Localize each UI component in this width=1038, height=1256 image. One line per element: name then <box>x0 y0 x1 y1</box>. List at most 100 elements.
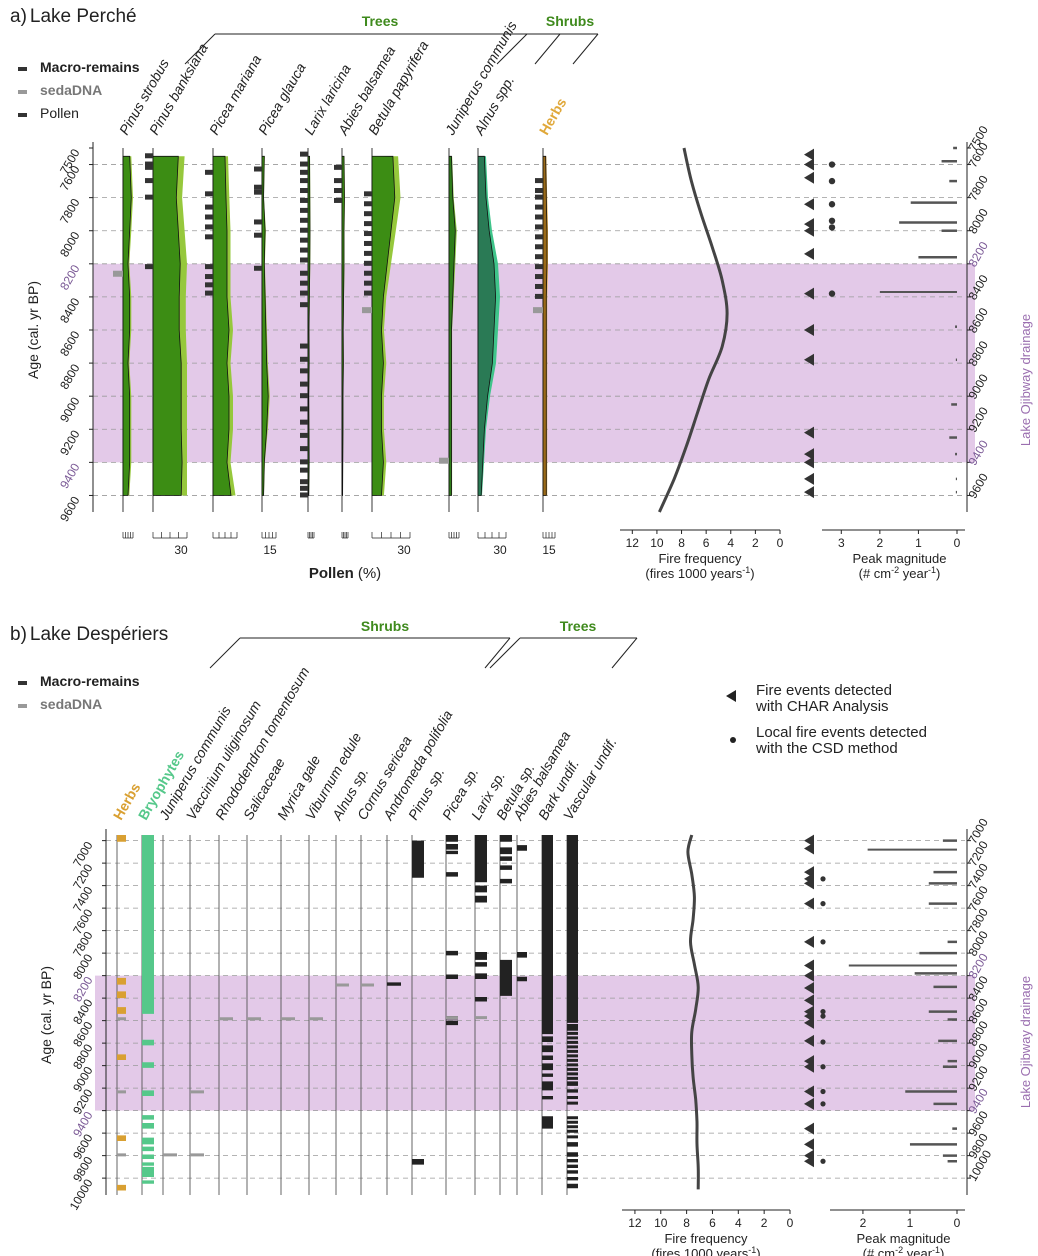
legend-label-macro: Macro-remains <box>40 59 140 75</box>
macro-remain-bar <box>300 479 308 485</box>
legend-swatch-macro <box>18 67 27 71</box>
macro-remain-bar <box>567 1031 578 1035</box>
macro-remain-bar <box>535 244 543 250</box>
legend-csd-dot <box>730 737 736 743</box>
pollen-area <box>122 155 132 496</box>
macro-remain-bar <box>542 1045 553 1053</box>
macro-remain-bar <box>446 1020 458 1026</box>
csd-fire-event-marker <box>828 201 836 208</box>
pollen-word: Pollen <box>309 565 354 582</box>
y-tick-label: 8800 <box>57 361 83 391</box>
peak-x-tick-label: 0 <box>954 1216 961 1230</box>
macro-remain-bar <box>500 865 512 870</box>
sedadna-bar <box>336 983 349 987</box>
y-tick-label: 7800 <box>57 196 83 226</box>
macro-remain-bar <box>205 191 213 197</box>
char-fire-event-marker <box>804 224 814 237</box>
macro-remain-bar <box>334 178 342 184</box>
macro-remain-bar <box>475 895 487 903</box>
macro-remain-bar <box>364 231 372 237</box>
sedadna-bar <box>281 1017 295 1021</box>
y-axis-label: Age (cal. yr BP) <box>25 281 41 379</box>
fire-x-tick-label: 10 <box>650 536 664 550</box>
macro-remain-bar <box>446 974 458 979</box>
macro-remain-bar <box>205 264 213 270</box>
macro-remain-bar <box>142 1146 154 1152</box>
macro-remain-bar <box>117 1054 126 1060</box>
macro-remain-bar <box>542 1081 553 1091</box>
sedadna-bar <box>247 1017 261 1021</box>
macro-remain-bar <box>142 1039 154 1046</box>
taxon-name: Herbs <box>536 95 570 138</box>
peak-unit-prefix: (# cm <box>863 1246 896 1256</box>
char-fire-event-marker <box>804 456 814 469</box>
macro-remain-bar <box>500 835 512 842</box>
macro-remain-bar <box>535 224 543 230</box>
peak-x-tick-label: 0 <box>954 536 961 550</box>
char-fire-event-marker <box>804 842 814 855</box>
char-fire-event-marker <box>804 472 814 485</box>
panel-a: a) Lake Perché750075007600760078007800800… <box>10 6 1033 582</box>
char-fire-event-marker <box>804 959 814 972</box>
macro-remain-bar <box>300 406 308 412</box>
pollen-area <box>477 155 497 496</box>
macro-remain-bar <box>300 368 308 374</box>
macro-remain-bar <box>446 835 458 842</box>
macro-remain-bar <box>364 221 372 227</box>
group-bracket <box>534 33 561 65</box>
y-tick-label: 10000 <box>67 1176 96 1212</box>
peak-x-tick-label: 3 <box>838 536 845 550</box>
peak-unit-prefix: (# cm <box>859 566 892 581</box>
macro-remain-bar <box>500 856 512 861</box>
macro-remain-bar <box>142 835 154 1014</box>
macro-remain-bar <box>334 164 342 170</box>
group-bracket <box>209 637 241 669</box>
macro-remain-bar <box>567 1177 578 1181</box>
peak-x-label: Peak magnitude <box>857 1231 951 1246</box>
macro-remain-bar <box>542 1036 553 1042</box>
fire-x-tick-label: 6 <box>709 1216 716 1230</box>
macro-remain-bar <box>300 270 308 276</box>
macro-remain-bar <box>567 1063 578 1067</box>
panel-b: b) Lake Despériers70007000720072007400740… <box>10 618 1033 1256</box>
macro-remain-bar <box>500 878 512 884</box>
macro-remain-bar <box>364 250 372 256</box>
sedadna-bar <box>117 1090 126 1094</box>
macro-remain-bar <box>334 188 342 194</box>
macro-remain-bar <box>567 1116 578 1120</box>
macro-remain-bar <box>205 214 213 220</box>
macro-remain-bar <box>567 1152 578 1157</box>
fire-x-tick-label: 8 <box>683 1216 690 1230</box>
csd-fire-event-marker <box>828 217 836 224</box>
macro-remain-bar <box>446 844 458 850</box>
csd-fire-event-marker <box>820 1088 826 1095</box>
sedadna-bar <box>163 1153 177 1157</box>
macro-remain-bar <box>300 492 308 498</box>
macro-remain-bar <box>535 214 543 220</box>
macro-remain-bar <box>387 982 401 986</box>
macro-remain-bar <box>142 1180 154 1184</box>
macro-remain-bar <box>567 1067 578 1071</box>
fire-x-tick-label: 10 <box>654 1216 668 1230</box>
pollen-area <box>261 155 269 496</box>
char-fire-event-marker <box>804 247 814 260</box>
macro-remain-bar <box>446 950 458 956</box>
macro-remain-bar <box>117 1135 126 1141</box>
macro-remain-bar <box>300 381 308 387</box>
fire-x-tick-label: 12 <box>626 536 640 550</box>
sedadna-bar <box>439 457 449 464</box>
char-fire-event-marker <box>804 1060 814 1073</box>
macro-remain-bar <box>142 1137 154 1145</box>
legend-label-macro: Macro-remains <box>40 673 140 689</box>
fire-unit-suffix: ) <box>750 566 754 581</box>
macro-remain-bar <box>364 280 372 286</box>
macro-remain-bar <box>567 1183 578 1189</box>
y-tick-label-right: 8200 <box>965 239 991 269</box>
macro-remain-bar <box>142 1166 154 1177</box>
macro-remain-bar <box>567 1120 578 1124</box>
macro-remain-bar <box>567 1081 578 1086</box>
csd-fire-event-marker <box>828 177 836 185</box>
peak-x-tick-label: 2 <box>860 1216 867 1230</box>
macro-remain-bar <box>300 302 308 308</box>
sedadna-bar <box>361 983 374 987</box>
